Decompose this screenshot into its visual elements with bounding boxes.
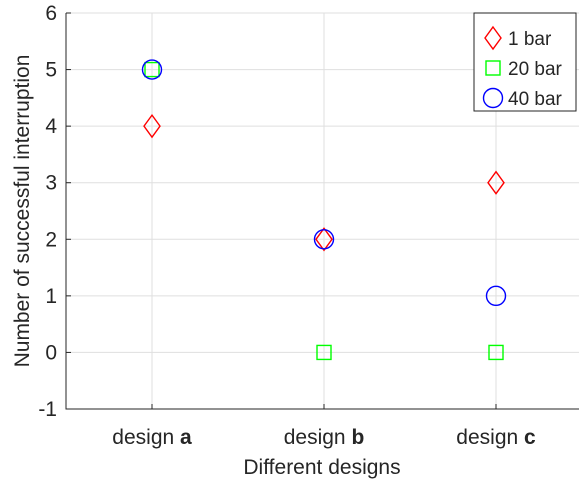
x-tick-label: design a bbox=[112, 426, 192, 449]
legend-label: 40 bar bbox=[508, 89, 563, 110]
data-point-diamond bbox=[315, 227, 333, 252]
legend-marker-square bbox=[485, 60, 501, 76]
data-point-square bbox=[316, 344, 332, 361]
y-tick-label: 3 bbox=[45, 172, 57, 195]
y-tick-label: 4 bbox=[45, 115, 57, 138]
x-tick-label-letter: c bbox=[524, 426, 536, 449]
y-axis-ticks: -1 0 1 2 3 4 5 6 bbox=[38, 2, 71, 421]
y-tick-label: 1 bbox=[45, 285, 57, 308]
x-tick-label-prefix: design bbox=[456, 426, 524, 449]
y-tick-label: 2 bbox=[45, 228, 57, 251]
y-tick-label: -1 bbox=[38, 398, 57, 421]
legend-label: 20 bar bbox=[508, 59, 563, 80]
x-axis-label: Different designs bbox=[243, 456, 400, 479]
x-tick-label: design c bbox=[456, 426, 536, 449]
x-axis-ticks: design a design b design c bbox=[112, 404, 536, 449]
legend-label: 1 bar bbox=[508, 29, 552, 50]
data-point-square bbox=[488, 344, 504, 361]
x-tick-label-prefix: design bbox=[284, 426, 352, 449]
legend: 1 bar 20 bar 40 bar bbox=[473, 12, 577, 112]
data-point-square bbox=[144, 61, 160, 78]
x-tick-label: design b bbox=[284, 426, 365, 449]
y-tick-label: 5 bbox=[45, 59, 57, 82]
y-tick-label: 0 bbox=[45, 341, 57, 364]
x-tick-label-letter: b bbox=[351, 426, 364, 449]
data-point-diamond bbox=[143, 113, 161, 139]
data-markers bbox=[141, 59, 507, 361]
data-point-diamond bbox=[487, 170, 505, 195]
legend-marker-diamond bbox=[484, 25, 502, 51]
data-point-circle bbox=[485, 285, 507, 307]
y-tick-label: 6 bbox=[45, 2, 57, 25]
legend-marker-circle bbox=[482, 87, 504, 109]
y-axis-label: Number of successful interruption bbox=[11, 55, 34, 368]
data-point-circle bbox=[141, 59, 163, 80]
data-point-circle bbox=[313, 229, 335, 250]
x-tick-label-letter: a bbox=[180, 426, 192, 449]
x-tick-label-prefix: design bbox=[112, 426, 180, 449]
